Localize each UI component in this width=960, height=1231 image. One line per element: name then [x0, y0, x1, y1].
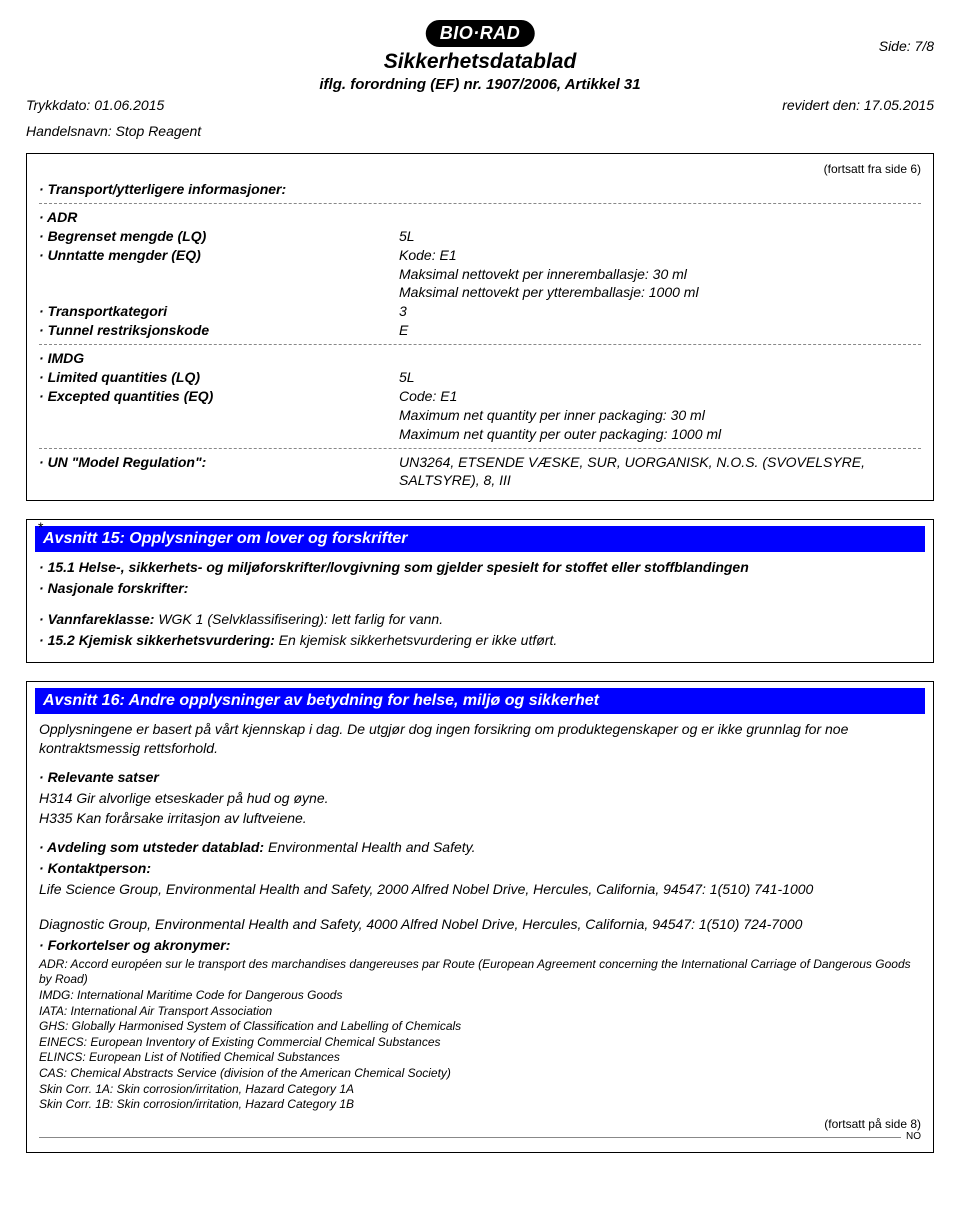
s16-h314: H314 Gir alvorlige etseskader på hud og …	[39, 789, 921, 808]
imdg-title: IMDG	[39, 349, 399, 368]
divider	[39, 344, 921, 345]
s16-contact-label: Kontaktperson:	[39, 859, 921, 878]
adr-eq-value2: Maksimal nettovekt per inneremballasje: …	[399, 265, 921, 284]
page: BIO·RAD Side: 7/8 Sikkerhetsdatablad ifl…	[0, 0, 960, 1191]
imdg-eq-value3: Maximum net quantity per outer packaging…	[399, 425, 921, 444]
imdg-lq-label: Limited quantities (LQ)	[39, 368, 399, 387]
s16-abbrev-8: Skin Corr. 1B: Skin corrosion/irritation…	[39, 1097, 921, 1113]
s16-abbrev-2: IATA: International Air Transport Associ…	[39, 1004, 921, 1020]
adr-tunnel-label: Tunnel restriksjonskode	[39, 321, 399, 340]
brand-logo: BIO·RAD	[426, 20, 535, 47]
divider	[39, 448, 921, 449]
s15-line4-label: 15.2 Kjemisk sikkerhetsvurdering:	[39, 632, 275, 648]
s15-line3-label: Vannfareklasse:	[39, 611, 154, 627]
s15-line2: Nasjonale forskrifter:	[39, 579, 921, 598]
s16-abbrev-title: Forkortelser og akronymer:	[39, 936, 921, 955]
s15-line4: 15.2 Kjemisk sikkerhetsvurdering: En kje…	[39, 631, 921, 650]
adr-title: ADR	[39, 208, 399, 227]
change-star: *	[38, 519, 43, 535]
imdg-eq-value1: Code: E1	[399, 387, 921, 406]
s16-abbrev-7: Skin Corr. 1A: Skin corrosion/irritation…	[39, 1082, 921, 1098]
un-label: UN "Model Regulation":	[39, 453, 399, 491]
imdg-eq-value2: Maximum net quantity per inner packaging…	[399, 406, 921, 425]
s16-contact1: Life Science Group, Environmental Health…	[39, 880, 921, 899]
transport-heading: Transport/ytterligere informasjoner:	[39, 180, 399, 199]
trade-name: Handelsnavn: Stop Reagent	[26, 123, 934, 139]
s16-contact2: Diagnostic Group, Environmental Health a…	[39, 915, 921, 934]
section-16: Avsnitt 16: Andre opplysninger av betydn…	[26, 681, 934, 1153]
s16-dept-label: Avdeling som utsteder datablad:	[39, 839, 264, 855]
adr-eq-value3: Maksimal nettovekt per ytteremballasje: …	[399, 283, 921, 302]
continued-from: (fortsatt fra side 6)	[39, 162, 921, 176]
document-header: BIO·RAD Side: 7/8 Sikkerhetsdatablad ifl…	[26, 20, 934, 139]
s16-abbrev-5: ELINCS: European List of Notified Chemic…	[39, 1050, 921, 1066]
s16-h335: H335 Kan forårsake irritasjon av luftvei…	[39, 809, 921, 828]
print-date: Trykkdato: 01.06.2015	[26, 97, 164, 113]
s15-line1: 15.1 Helse-, sikkerhets- og miljøforskri…	[39, 558, 921, 577]
revised-date: revidert den: 17.05.2015	[782, 97, 934, 113]
section-15-title: Avsnitt 15: Opplysninger om lover og for…	[35, 526, 925, 552]
s16-abbrev-0: ADR: Accord européen sur le transport de…	[39, 957, 921, 988]
s16-abbrev-1: IMDG: International Maritime Code for Da…	[39, 988, 921, 1004]
s15-line4-value: En kjemisk sikkerhetsvurdering er ikke u…	[275, 632, 557, 648]
s16-abbrev-6: CAS: Chemical Abstracts Service (divisio…	[39, 1066, 921, 1082]
divider	[39, 203, 921, 204]
s16-intro: Opplysningene er basert på vårt kjennska…	[39, 720, 921, 758]
adr-eq-value1: Kode: E1	[399, 246, 921, 265]
section-16-title: Avsnitt 16: Andre opplysninger av betydn…	[35, 688, 925, 714]
un-value: UN3264, ETSENDE VÆSKE, SUR, UORGANISK, N…	[399, 453, 921, 491]
s15-line3: Vannfareklasse: WGK 1 (Selvklassifiserin…	[39, 610, 921, 629]
s16-abbrev-3: GHS: Globally Harmonised System of Class…	[39, 1019, 921, 1035]
s15-line3-value: WGK 1 (Selvklassifisering): lett farlig …	[154, 611, 443, 627]
s16-relevant-title: Relevante satser	[39, 768, 921, 787]
adr-cat-label: Transportkategori	[39, 302, 399, 321]
adr-lq-value: 5L	[399, 227, 921, 246]
transport-section: (fortsatt fra side 6) Transport/ytterlig…	[26, 153, 934, 501]
adr-tunnel-value: E	[399, 321, 921, 340]
document-subtitle: iflg. forordning (EF) nr. 1907/2006, Art…	[26, 76, 934, 93]
adr-lq-label: Begrenset mengde (LQ)	[39, 227, 399, 246]
adr-eq-label: Unntatte mengder (EQ)	[39, 246, 399, 265]
country-tag: NO	[39, 1131, 921, 1142]
s16-dept-value: Environmental Health and Safety.	[264, 839, 475, 855]
adr-cat-value: 3	[399, 302, 921, 321]
continued-on: (fortsatt på side 8)	[39, 1117, 921, 1131]
meta-row: Trykkdato: 01.06.2015 revidert den: 17.0…	[26, 97, 934, 113]
section-15: Avsnitt 15: Opplysninger om lover og for…	[26, 519, 934, 663]
imdg-eq-label: Excepted quantities (EQ)	[39, 387, 399, 406]
s16-dept: Avdeling som utsteder datablad: Environm…	[39, 838, 921, 857]
s16-abbrev-4: EINECS: European Inventory of Existing C…	[39, 1035, 921, 1051]
imdg-lq-value: 5L	[399, 368, 921, 387]
page-number: Side: 7/8	[879, 38, 934, 54]
